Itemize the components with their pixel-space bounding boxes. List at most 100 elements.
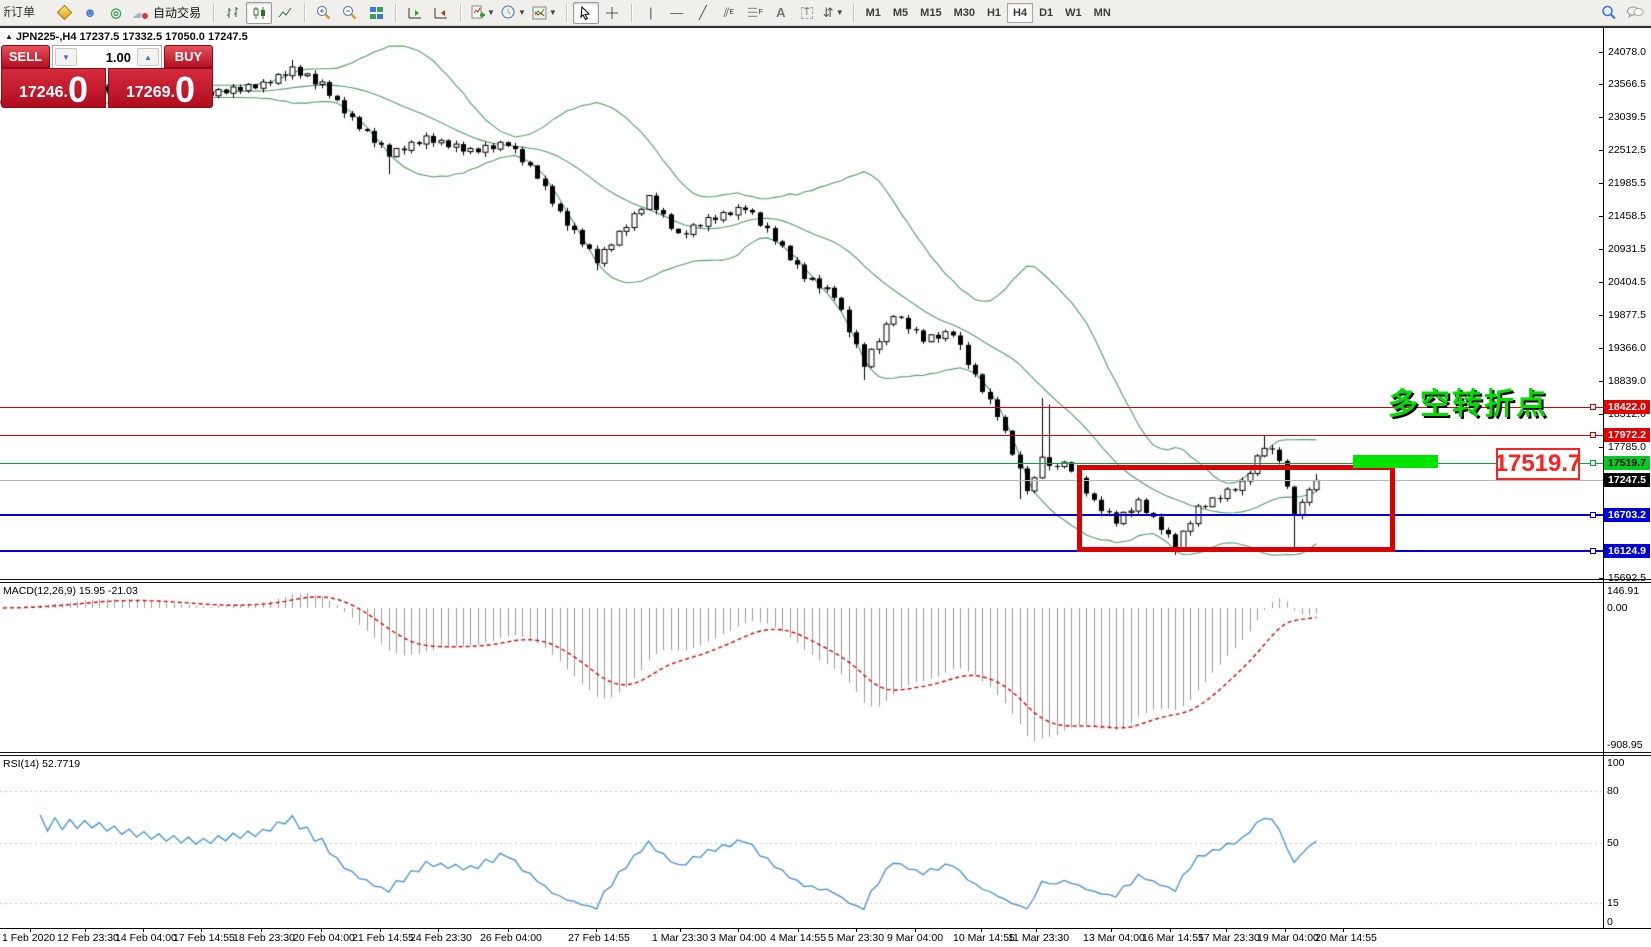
arrows-tool[interactable]: ⇵ ▼ (820, 2, 847, 24)
time-axis-label: 10 Mar 14:55 (953, 932, 1015, 944)
macd-axis-label: -908.95 (1607, 739, 1643, 751)
chat-button[interactable] (1622, 2, 1648, 24)
cursor-button[interactable] (572, 1, 599, 24)
trendline-icon: ╱ (698, 5, 707, 20)
buy-price-display[interactable]: 17269. 0 (108, 68, 213, 108)
candlestick-icon (253, 6, 265, 19)
line-chart-icon (278, 7, 291, 17)
chat-bubbles-icon (1627, 6, 1644, 19)
indicators-button[interactable]: ▼ (467, 2, 498, 24)
buy-button[interactable]: BUY (164, 45, 213, 68)
signals-button[interactable]: ◎ (103, 2, 129, 24)
buy-price-dot: . (170, 84, 175, 101)
panel-splitter[interactable] (0, 752, 1651, 756)
template-icon (532, 6, 547, 19)
price-tick-label: 19366.0 (1608, 342, 1646, 354)
auto-scroll-button[interactable] (402, 2, 428, 24)
price-axis-line[interactable] (1603, 28, 1604, 928)
auto-trading-button[interactable]: ☁ 自动交易 (129, 2, 207, 24)
price-tick-label: 22512.5 (1608, 144, 1646, 156)
timeframe-m30[interactable]: M30 (953, 6, 975, 19)
tile-windows-button[interactable] (363, 2, 389, 24)
volume-control: ▼ 1.00 ▲ (52, 45, 162, 68)
price-level-line[interactable] (0, 435, 1603, 436)
timeframe-h4[interactable]: H4 (1007, 2, 1034, 23)
time-tick (321, 928, 322, 932)
channel-tool[interactable]: ⫽ E (716, 2, 742, 24)
text-tool[interactable]: A (768, 2, 794, 24)
search-button[interactable] (1596, 2, 1622, 24)
price-tick (1599, 381, 1604, 382)
price-level-line[interactable] (0, 480, 1603, 481)
price-tick-label: 20404.5 (1608, 276, 1646, 288)
time-axis-label: 9 Mar 04:00 (887, 932, 944, 944)
sell-price-pips: 0 (67, 69, 88, 111)
timeframe-m5[interactable]: M5 (892, 6, 909, 19)
horizontal-line-tool[interactable]: — (664, 2, 690, 24)
timeframe-m1[interactable]: M1 (865, 6, 881, 19)
line-anchor-handle[interactable] (1590, 512, 1596, 518)
price-level-line[interactable] (0, 463, 1603, 464)
timeframe-d1[interactable]: D1 (1039, 6, 1054, 19)
sell-button[interactable]: SELL (1, 45, 50, 68)
time-axis-label: 26 Feb 04:00 (480, 932, 542, 944)
line-chart-button[interactable] (272, 2, 298, 24)
auto-scroll-icon (408, 7, 422, 18)
line-anchor-handle[interactable] (1590, 432, 1596, 438)
timeframe-m15[interactable]: M15 (920, 6, 942, 19)
price-level-line[interactable] (0, 407, 1603, 408)
chart-shift-button[interactable] (428, 2, 454, 24)
price-level-line[interactable] (0, 550, 1603, 552)
volume-increase-button[interactable]: ▲ (137, 48, 159, 66)
price-tick-label: 24078.0 (1608, 46, 1646, 58)
timeframe-w1[interactable]: W1 (1065, 6, 1082, 19)
time-axis-label: 27 Feb 14:55 (568, 932, 630, 944)
fibonacci-tool[interactable]: ☰ F (742, 2, 768, 24)
arrows-icon: ⇵ (822, 5, 834, 20)
price-level-line[interactable] (0, 514, 1603, 516)
crosshair-button[interactable] (599, 2, 625, 24)
vertical-line-tool[interactable]: | (638, 2, 664, 24)
trendline-tool[interactable]: ╱ (690, 2, 716, 24)
rsi-axis-label: 50 (1607, 837, 1619, 849)
templates-button[interactable]: ▼ (529, 2, 560, 24)
periods-button[interactable]: ▼ (498, 2, 529, 24)
line-anchor-handle[interactable] (1590, 460, 1596, 466)
time-tick (738, 928, 739, 932)
sell-price-display[interactable]: 17246. 0 (1, 68, 106, 108)
turning-point-annotation[interactable]: 多空转折点 (1388, 388, 1548, 421)
time-tick (1226, 928, 1227, 932)
time-axis-label: 5 Mar 23:30 (828, 932, 885, 944)
candlestick-chart-button[interactable] (246, 1, 273, 24)
new-order-label: 新订单 (4, 4, 36, 19)
panel-splitter[interactable] (0, 579, 1651, 583)
price-tick (1599, 52, 1604, 53)
sell-price-int: 17246 (19, 84, 64, 101)
bar-chart-button[interactable] (220, 2, 246, 24)
time-axis-label: 20 Feb 04:00 (293, 932, 355, 944)
zoom-in-button[interactable] (311, 2, 337, 24)
new-order-button[interactable]: 新订单 (3, 2, 51, 24)
rsi-axis-label: 15 (1607, 897, 1619, 909)
line-anchor-handle[interactable] (1590, 548, 1596, 554)
volume-input[interactable]: 1.00 (105, 49, 131, 65)
zoom-out-button[interactable] (337, 2, 363, 24)
price-quote-label[interactable]: 17519.7 (1495, 448, 1581, 480)
time-axis-label: 17 Mar 23:30 (1198, 932, 1260, 944)
price-tick (1599, 447, 1604, 448)
text-label-tool[interactable]: T (794, 2, 820, 24)
cloud-icon: ☁ (132, 6, 150, 20)
green-highlight-bar[interactable] (1353, 455, 1438, 468)
line-anchor-handle[interactable] (1590, 404, 1596, 410)
charts-button[interactable] (51, 2, 77, 24)
community-button[interactable]: ☻ (77, 2, 103, 24)
timeframe-mn[interactable]: MN (1093, 6, 1111, 19)
price-marker-label: 17519.7 (1604, 456, 1650, 470)
price-tick-label: 23566.5 (1608, 78, 1646, 90)
time-axis-line[interactable] (0, 928, 1651, 929)
volume-decrease-button[interactable]: ▼ (55, 48, 77, 66)
range-rectangle-annotation[interactable] (1077, 465, 1395, 552)
chevron-down-icon: ▼ (517, 8, 526, 17)
timeframe-h1[interactable]: H1 (986, 6, 1002, 19)
